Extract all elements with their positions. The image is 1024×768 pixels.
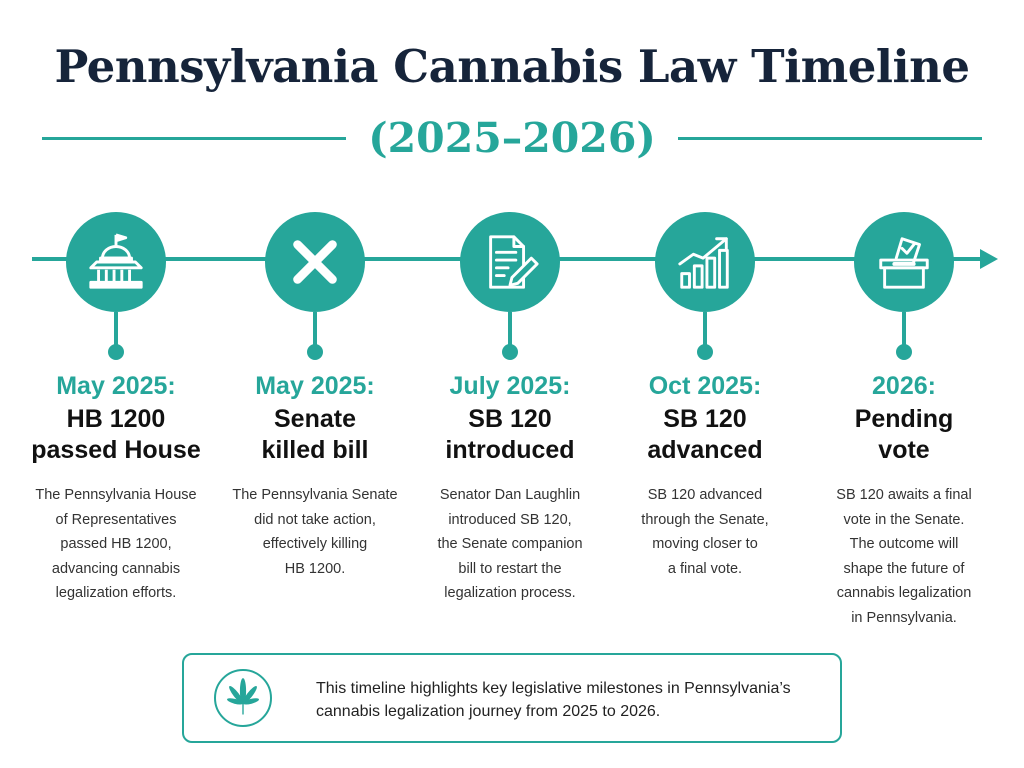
cannabis-leaf-icon [227,678,259,715]
milestone-description: The Pennsylvania Senate did not take act… [220,483,410,581]
milestone-event: SB 120 advanced [610,404,800,466]
event-line: Senate [274,405,356,433]
milestone-date: July 2025: [449,372,571,400]
description-line: The Pennsylvania Senate [232,487,398,503]
leaf-badge [214,669,272,727]
x-mark-icon [293,240,337,284]
milestone-description: SB 120 advanced through the Senate, movi… [610,483,800,581]
description-line: legalization efforts. [55,585,177,601]
event-line: SB 120 [468,405,552,433]
milestone-stem [114,312,118,352]
milestone-oct-2025: Oct 2025: SB 120 advanced SB 120 advance… [610,0,800,640]
description-line: The outcome will [849,536,959,552]
milestone-may-2025-senate: May 2025: Senate killed bill The Pennsyl… [220,0,410,640]
ballot-box-icon [879,237,929,289]
capitol-building-icon [89,233,143,289]
milestone-icon-circle [460,212,560,312]
description-line: introduced SB 120, [448,511,572,528]
event-line: Pending [854,405,954,433]
milestone-stem [703,312,707,352]
milestone-icon-circle [265,212,365,312]
summary-note: This timeline highlights key legislative… [182,653,842,743]
milestone-may-2025-house: May 2025: HB 1200 passed House The Penns… [21,0,211,640]
milestone-dot [108,344,124,360]
description-line: the Senate companion [437,536,583,552]
milestone-dot [307,344,323,360]
description-line: passed HB 1200, [60,536,172,552]
milestone-event: HB 1200 passed House [21,404,211,466]
page-subtitle: (2025–2026) [368,114,656,162]
subtitle-rule-right [677,136,982,140]
event-line: passed House [31,436,201,464]
rising-bar-chart-icon [678,237,729,289]
milestone-icon-circle [66,212,166,312]
description-line: Senator Dan Laughlin [439,487,581,503]
description-line: SB 120 awaits a final [836,487,972,503]
milestone-2026: 2026: Pending vote SB 120 awaits a final… [809,0,999,640]
summary-line: This timeline highlights key legislative… [316,680,791,697]
description-line: of Representatives [55,511,177,528]
description-line: vote in the Senate. [843,511,965,528]
event-line: vote [878,436,930,464]
event-line: HB 1200 [66,405,166,433]
milestone-stem [313,312,317,352]
milestone-dot [697,344,713,360]
milestone-stem [902,312,906,352]
summary-line: cannabis legalization journey from 2025 … [316,703,661,720]
milestone-dot [896,344,912,360]
description-line: legalization process. [444,585,576,601]
milestone-date: 2026: [872,372,936,400]
event-line: advanced [647,436,763,464]
description-line: effectively killing [262,536,368,552]
description-line: The Pennsylvania House [35,487,197,503]
milestone-description: SB 120 awaits a final vote in the Senate… [809,483,999,630]
milestone-date: May 2025: [56,372,176,400]
milestone-icon-circle [655,212,755,312]
description-line: shape the future of [843,560,965,577]
description-line: did not take action, [254,511,376,528]
event-line: SB 120 [663,405,747,433]
document-pen-icon [489,235,539,289]
milestone-july-2025: July 2025: SB 120 introduced Senator Dan… [415,0,605,640]
milestone-description: Senator Dan Laughlin introduced SB 120, … [415,483,605,606]
milestone-dot [502,344,518,360]
timeline-arrow-icon [980,249,998,269]
description-line: through the Senate, [641,511,769,528]
description-line: in Pennsylvania. [851,609,957,626]
description-line: a final vote. [667,560,743,577]
description-line: moving closer to [652,536,758,552]
summary-text: This timeline highlights key legislative… [316,677,816,723]
description-line: cannabis legalization [836,585,972,601]
milestone-date: Oct 2025: [648,372,762,400]
milestone-date: May 2025: [255,372,375,400]
event-line: introduced [445,436,575,464]
description-line: bill to restart the [458,560,562,577]
milestone-event: Senate killed bill [220,404,410,466]
milestone-icon-circle [854,212,954,312]
subtitle-rule-left [42,136,347,140]
description-line: HB 1200. [284,560,346,577]
description-line: SB 120 advanced [647,487,763,503]
milestone-description: The Pennsylvania House of Representative… [21,483,211,606]
milestone-stem [508,312,512,352]
event-line: killed bill [261,436,369,464]
page-title: Pennsylvania Cannabis Law Timeline [54,40,970,93]
milestone-event: SB 120 introduced [415,404,605,466]
subtitle-row: (2025–2026) [42,108,982,168]
milestone-event: Pending vote [809,404,999,466]
description-line: advancing cannabis [51,560,181,577]
